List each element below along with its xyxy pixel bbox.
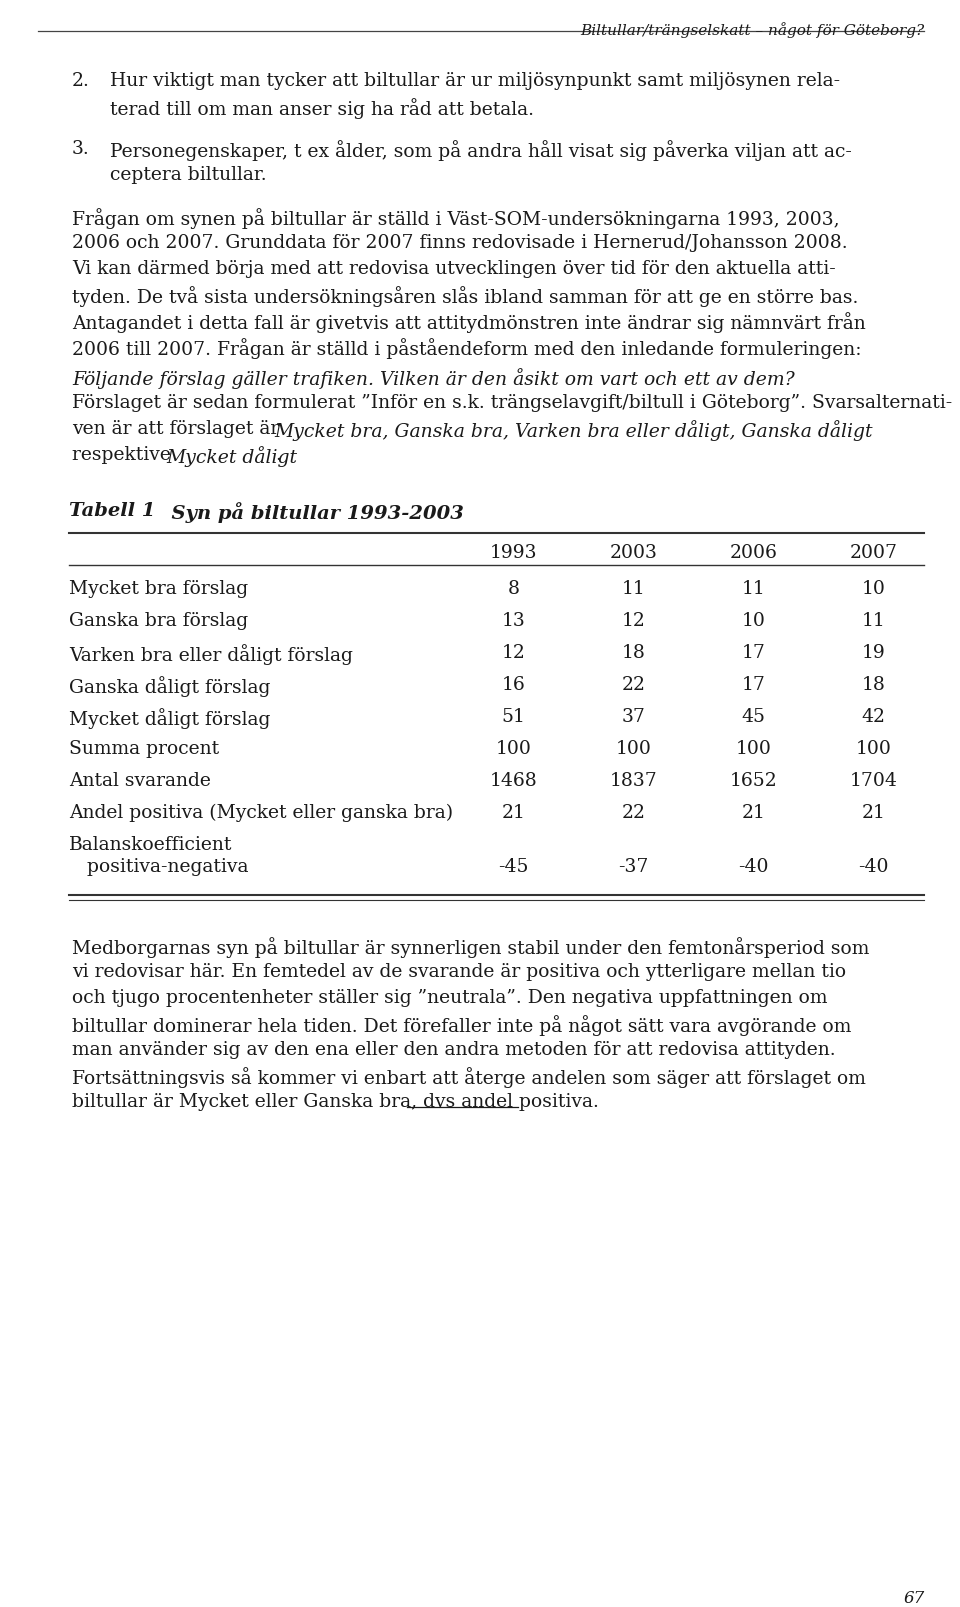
Text: Antagandet i detta fall är givetvis att attitydmönstren inte ändrar sig nämnvärt: Antagandet i detta fall är givetvis att … bbox=[72, 312, 866, 333]
Text: 45: 45 bbox=[741, 707, 766, 725]
Text: 3.: 3. bbox=[72, 140, 89, 157]
Text: tyden. De två sista undersökningsåren slås ibland samman för att ge en större ba: tyden. De två sista undersökningsåren sl… bbox=[72, 286, 858, 307]
Text: Tabell 1: Tabell 1 bbox=[69, 501, 156, 519]
Text: Mycket bra förslag: Mycket bra förslag bbox=[69, 580, 249, 598]
Text: Ganska bra förslag: Ganska bra förslag bbox=[69, 612, 249, 630]
Text: Andel positiva (Mycket eller ganska bra): Andel positiva (Mycket eller ganska bra) bbox=[69, 804, 453, 821]
Text: Mycket dåligt: Mycket dåligt bbox=[166, 445, 297, 466]
Text: 100: 100 bbox=[855, 739, 892, 757]
Text: 51: 51 bbox=[502, 707, 525, 725]
Text: 13: 13 bbox=[502, 612, 525, 630]
Text: 100: 100 bbox=[495, 739, 532, 757]
Text: 17: 17 bbox=[742, 675, 765, 694]
Text: 2006: 2006 bbox=[730, 543, 778, 562]
Text: -37: -37 bbox=[618, 858, 649, 876]
Text: -45: -45 bbox=[498, 858, 529, 876]
Text: 8: 8 bbox=[508, 580, 519, 598]
Text: 16: 16 bbox=[502, 675, 525, 694]
Text: Antal svarande: Antal svarande bbox=[69, 771, 211, 789]
Text: 67: 67 bbox=[903, 1589, 924, 1605]
Text: 11: 11 bbox=[862, 612, 885, 630]
Text: 100: 100 bbox=[735, 739, 772, 757]
Text: terad till om man anser sig ha råd att betala.: terad till om man anser sig ha råd att b… bbox=[110, 98, 535, 119]
Text: Mycket bra, Ganska bra, Varken bra eller dåligt, Ganska dåligt: Mycket bra, Ganska bra, Varken bra eller… bbox=[275, 419, 873, 440]
Text: Personegenskaper, t ex ålder, som på andra håll visat sig påverka viljan att ac-: Personegenskaper, t ex ålder, som på and… bbox=[110, 140, 852, 161]
Text: Följande förslag gäller trafiken. Vilken är den åsikt om vart och ett av dem?: Följande förslag gäller trafiken. Vilken… bbox=[72, 368, 795, 389]
Text: 1837: 1837 bbox=[610, 771, 658, 789]
Text: -40: -40 bbox=[858, 858, 889, 876]
Text: Mycket dåligt förslag: Mycket dåligt förslag bbox=[69, 707, 271, 728]
Text: 18: 18 bbox=[622, 643, 645, 662]
Text: 18: 18 bbox=[862, 675, 885, 694]
Text: Ganska dåligt förslag: Ganska dåligt förslag bbox=[69, 675, 271, 696]
Text: biltullar dominerar hela tiden. Det förefaller inte på något sätt vara avgörande: biltullar dominerar hela tiden. Det före… bbox=[72, 1014, 852, 1035]
Text: och tjugo procentenheter ställer sig ”neutrala”. Den negativa uppfattningen om: och tjugo procentenheter ställer sig ”ne… bbox=[72, 988, 828, 1006]
Text: 21: 21 bbox=[502, 804, 525, 821]
Text: Biltullar/trängselskatt – något för Göteborg?: Biltullar/trängselskatt – något för Göte… bbox=[581, 22, 924, 39]
Text: Balanskoefficient: Balanskoefficient bbox=[69, 836, 232, 853]
Text: 37: 37 bbox=[622, 707, 645, 725]
Text: Frågan om synen på biltullar är ställd i Väst-SOM-undersökningarna 1993, 2003,: Frågan om synen på biltullar är ställd i… bbox=[72, 207, 840, 228]
Text: 2003: 2003 bbox=[610, 543, 658, 562]
Text: 2006 och 2007. Grunddata för 2007 finns redovisade i Hernerud/Johansson 2008.: 2006 och 2007. Grunddata för 2007 finns … bbox=[72, 235, 848, 252]
Text: man använder sig av den ena eller den andra metoden för att redovisa attityden.: man använder sig av den ena eller den an… bbox=[72, 1040, 835, 1059]
Text: 1704: 1704 bbox=[850, 771, 898, 789]
Text: Vi kan därmed börja med att redovisa utvecklingen över tid för den aktuella atti: Vi kan därmed börja med att redovisa utv… bbox=[72, 260, 836, 278]
Text: .: . bbox=[276, 445, 281, 464]
Text: ven är att förslaget är: ven är att förslaget är bbox=[72, 419, 285, 437]
Text: 22: 22 bbox=[622, 804, 645, 821]
Text: Summa procent: Summa procent bbox=[69, 739, 219, 757]
Text: 11: 11 bbox=[622, 580, 645, 598]
Text: 100: 100 bbox=[615, 739, 652, 757]
Text: biltullar är Mycket eller Ganska bra, dvs andel positiva.: biltullar är Mycket eller Ganska bra, dv… bbox=[72, 1093, 599, 1110]
Text: Medborgarnas syn på biltullar är synnerligen stabil under den femtonårsperiod so: Medborgarnas syn på biltullar är synnerl… bbox=[72, 937, 870, 958]
Text: Förslaget är sedan formulerat ”Inför en s.k. trängselavgift/biltull i Göteborg”.: Förslaget är sedan formulerat ”Inför en … bbox=[72, 394, 952, 411]
Text: Varken bra eller dåligt förslag: Varken bra eller dåligt förslag bbox=[69, 643, 353, 665]
Text: 12: 12 bbox=[622, 612, 645, 630]
Text: 22: 22 bbox=[622, 675, 645, 694]
Text: 1652: 1652 bbox=[730, 771, 778, 789]
Text: 42: 42 bbox=[862, 707, 885, 725]
Text: 21: 21 bbox=[862, 804, 885, 821]
Text: Syn på biltullar 1993-2003: Syn på biltullar 1993-2003 bbox=[158, 501, 465, 522]
Text: 11: 11 bbox=[742, 580, 765, 598]
Text: respektive: respektive bbox=[72, 445, 177, 464]
Text: 10: 10 bbox=[862, 580, 885, 598]
Text: 1468: 1468 bbox=[490, 771, 538, 789]
Text: 2006 till 2007. Frågan är ställd i påståendeform med den inledande formuleringen: 2006 till 2007. Frågan är ställd i påstå… bbox=[72, 337, 861, 358]
Text: ceptera biltullar.: ceptera biltullar. bbox=[110, 166, 267, 183]
Text: 2007: 2007 bbox=[850, 543, 898, 562]
Text: positiva-negativa: positiva-negativa bbox=[69, 858, 249, 876]
Text: 1993: 1993 bbox=[490, 543, 538, 562]
Text: Fortsättningsvis så kommer vi enbart att återge andelen som säger att förslaget : Fortsättningsvis så kommer vi enbart att… bbox=[72, 1067, 866, 1088]
Text: 2.: 2. bbox=[72, 72, 90, 90]
Text: -40: -40 bbox=[738, 858, 769, 876]
Text: 10: 10 bbox=[742, 612, 765, 630]
Text: 19: 19 bbox=[862, 643, 885, 662]
Text: 12: 12 bbox=[502, 643, 525, 662]
Text: vi redovisar här. En femtedel av de svarande är positiva och ytterligare mellan : vi redovisar här. En femtedel av de svar… bbox=[72, 963, 846, 980]
Text: 21: 21 bbox=[742, 804, 765, 821]
Text: Hur viktigt man tycker att biltullar är ur miljösynpunkt samt miljösynen rela-: Hur viktigt man tycker att biltullar är … bbox=[110, 72, 841, 90]
Text: 17: 17 bbox=[742, 643, 765, 662]
